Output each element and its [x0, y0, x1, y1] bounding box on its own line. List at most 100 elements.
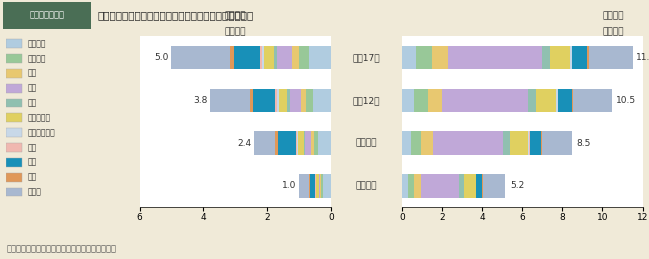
Bar — [287, 89, 289, 112]
Bar — [306, 131, 312, 155]
Bar — [299, 46, 310, 69]
Bar — [318, 131, 331, 155]
Bar — [320, 174, 321, 198]
Text: 5.2: 5.2 — [510, 181, 524, 190]
Text: 農学: 農学 — [28, 98, 38, 107]
Bar — [402, 131, 411, 155]
Bar — [504, 131, 510, 155]
Bar — [6, 54, 22, 63]
Text: 11.5: 11.5 — [636, 53, 649, 62]
Bar — [432, 46, 448, 69]
Bar — [6, 84, 22, 93]
Bar — [434, 131, 504, 155]
Bar — [476, 174, 482, 198]
Bar — [428, 89, 443, 112]
Bar — [587, 46, 589, 69]
Bar — [484, 174, 506, 198]
Text: 平成２年: 平成２年 — [356, 181, 378, 190]
Bar — [264, 46, 274, 69]
Bar — [310, 174, 315, 198]
Bar — [415, 89, 428, 112]
Bar — [278, 131, 295, 155]
Bar — [6, 128, 22, 137]
Bar — [300, 89, 306, 112]
Bar — [230, 46, 234, 69]
Bar — [6, 39, 22, 48]
FancyBboxPatch shape — [3, 3, 91, 28]
Bar — [314, 131, 318, 155]
Text: 第１－８－３図: 第１－８－３図 — [29, 10, 64, 19]
Text: 理学: 理学 — [28, 69, 38, 78]
Bar — [408, 174, 414, 198]
Bar — [262, 46, 264, 69]
Bar — [323, 174, 331, 198]
Text: （男性）: （男性） — [603, 12, 624, 21]
Bar — [589, 46, 633, 69]
Bar — [6, 143, 22, 152]
Bar — [275, 131, 278, 155]
Bar — [310, 46, 331, 69]
Bar — [274, 46, 276, 69]
Bar — [279, 89, 287, 112]
Bar — [306, 89, 313, 112]
Bar — [299, 174, 309, 198]
Bar — [556, 89, 558, 112]
Bar — [572, 46, 587, 69]
Bar — [316, 174, 319, 198]
Bar — [6, 188, 22, 197]
Bar — [421, 174, 459, 198]
Bar — [402, 174, 408, 198]
Bar — [459, 174, 464, 198]
Bar — [171, 46, 230, 69]
Bar — [542, 131, 572, 155]
Text: 工学: 工学 — [28, 84, 38, 93]
Bar — [321, 174, 323, 198]
Bar — [313, 89, 331, 112]
Bar — [275, 89, 277, 112]
Bar — [276, 46, 292, 69]
Bar — [309, 174, 310, 198]
Bar — [402, 89, 415, 112]
Text: 教育: 教育 — [28, 158, 38, 167]
Bar — [550, 46, 570, 69]
Bar — [417, 46, 432, 69]
Bar — [277, 89, 279, 112]
Bar — [304, 131, 306, 155]
Bar — [312, 131, 314, 155]
Bar — [572, 89, 574, 112]
Bar — [482, 174, 484, 198]
Bar — [210, 89, 250, 112]
Bar — [6, 158, 22, 167]
Bar — [541, 131, 542, 155]
Text: 3.8: 3.8 — [193, 96, 207, 105]
Bar — [289, 89, 300, 112]
Text: 平成７年: 平成７年 — [356, 139, 378, 148]
Text: 2.4: 2.4 — [238, 139, 252, 148]
Bar — [6, 99, 22, 107]
Bar — [415, 174, 421, 198]
Bar — [537, 89, 556, 112]
Text: 平成12年: 平成12年 — [353, 96, 380, 105]
Bar — [574, 89, 612, 112]
Text: （万人）: （万人） — [603, 27, 624, 36]
Text: （女性）: （女性） — [225, 12, 246, 21]
Bar — [292, 46, 299, 69]
Text: 医学・歯学: 医学・歯学 — [28, 113, 51, 122]
Text: その他の保健: その他の保健 — [28, 128, 56, 137]
Bar — [421, 131, 434, 155]
Bar — [6, 113, 22, 122]
Text: 5.0: 5.0 — [154, 53, 169, 62]
Bar — [254, 131, 275, 155]
Bar — [528, 131, 530, 155]
Text: 社会科学: 社会科学 — [28, 54, 47, 63]
Bar — [295, 131, 297, 155]
Bar — [448, 46, 542, 69]
Bar — [570, 46, 572, 69]
Text: 人文科学: 人文科学 — [28, 39, 47, 48]
Bar — [260, 46, 262, 69]
Bar — [253, 89, 275, 112]
Bar — [298, 131, 304, 155]
Bar — [402, 46, 417, 69]
Bar — [530, 131, 541, 155]
Bar — [297, 131, 298, 155]
